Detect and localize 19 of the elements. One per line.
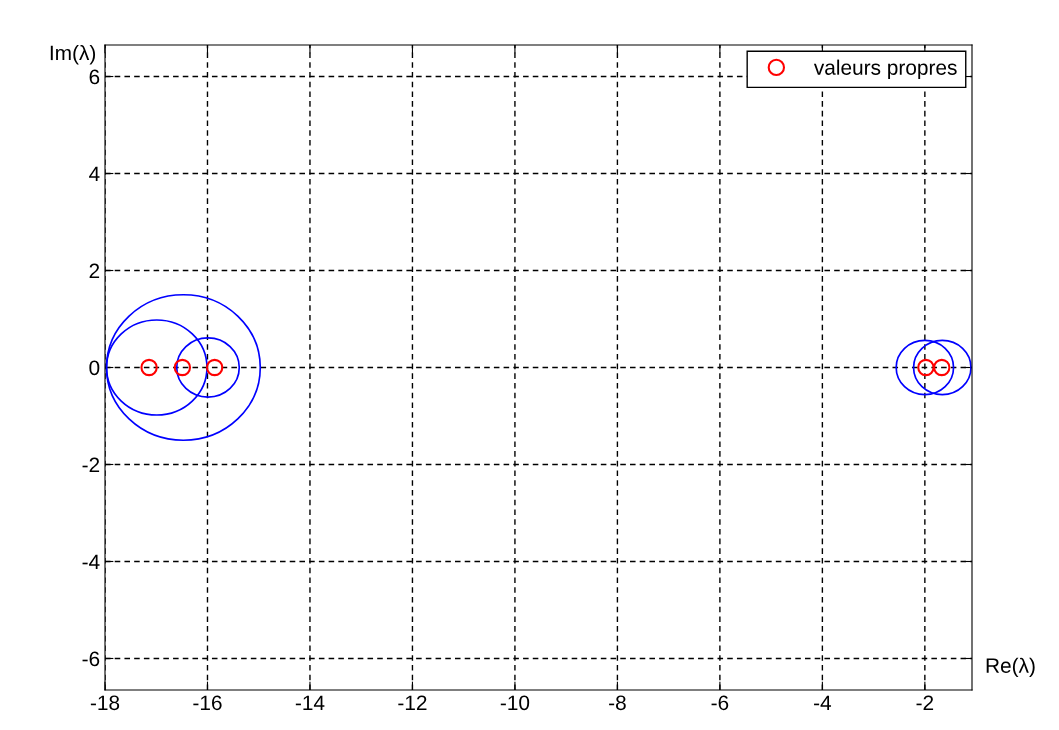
x-tick-label: -12 — [398, 695, 427, 710]
x-tick-label: -14 — [295, 695, 325, 710]
legend-label: valeurs propres — [813, 59, 957, 79]
y-tick-label: 6 — [89, 69, 100, 85]
x-tick-label: -16 — [193, 695, 222, 711]
x-tick-label: -6 — [711, 695, 729, 711]
x-tick-label: -10 — [500, 695, 530, 711]
y-axis-title: Im(λ) — [50, 45, 96, 65]
y-tick-label: -6 — [82, 651, 100, 667]
y-tick-label: 4 — [89, 166, 100, 182]
y-tick-label: -4 — [82, 554, 100, 570]
x-tick-label: -8 — [609, 695, 626, 711]
x-tick-label: -18 — [90, 695, 120, 711]
x-axis-title: Re(λ) — [986, 657, 1035, 678]
x-tick-label: -4 — [814, 695, 832, 710]
y-tick-label: 0 — [89, 360, 100, 376]
x-tick-label: -2 — [916, 695, 934, 710]
y-tick-label: -2 — [82, 457, 100, 473]
y-tick-label: 2 — [89, 263, 100, 279]
